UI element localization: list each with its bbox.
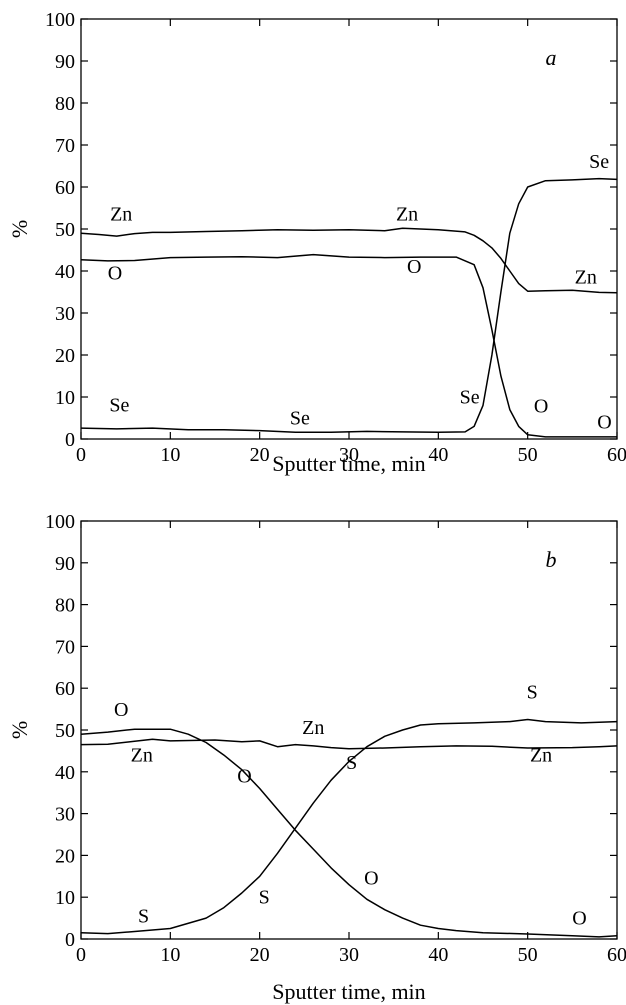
series-line-s [80, 718, 618, 935]
y-tick-label: 60 [55, 678, 75, 700]
y-tick-label: 70 [55, 636, 75, 658]
series-label: O [108, 262, 122, 284]
y-tick-label: 20 [55, 345, 75, 367]
y-tick-label: 30 [55, 804, 75, 826]
x-tick-label: 0 [76, 944, 86, 966]
x-tick-label: 20 [250, 944, 270, 966]
series-label: Zn [110, 204, 132, 226]
series-label: S [346, 752, 357, 774]
series-label: Zn [131, 744, 153, 766]
plot-frame [80, 18, 618, 440]
series-line-zn [80, 738, 618, 750]
y-tick-label: 50 [55, 219, 75, 241]
series-label: Zn [575, 267, 597, 289]
series-label: O [572, 907, 586, 929]
series-label: Se [109, 394, 129, 416]
y-axis-title: % [7, 721, 32, 739]
series-label: O [237, 765, 251, 787]
x-axis-title: Sputter time, min [272, 979, 425, 1004]
y-tick-label: 10 [55, 387, 75, 409]
series-label: Se [290, 407, 310, 429]
y-tick-label: 10 [55, 887, 75, 909]
y-tick-label: 80 [55, 93, 75, 115]
y-tick-label: 80 [55, 595, 75, 617]
series-line-o [80, 728, 618, 938]
series-label: O [407, 256, 421, 278]
series-label: Zn [396, 204, 418, 226]
series-label: O [114, 699, 128, 721]
x-tick-label: 60 [607, 444, 626, 466]
series-line-se [80, 177, 618, 434]
x-tick-label: 10 [160, 944, 180, 966]
series-line-zn [80, 227, 618, 294]
series-line-o [80, 253, 617, 438]
y-tick-label: 100 [45, 9, 75, 31]
x-tick-label: 30 [339, 944, 359, 966]
panel-letter: b [546, 547, 557, 572]
y-tick-label: 0 [65, 429, 75, 451]
chart-panel-b: 0 10 20 30 40 50 60 0 10 20 30 40 50 60 70 80 90 100 Sputt… [7, 511, 626, 1004]
x-tick-label: 20 [250, 444, 270, 466]
series-label: Se [460, 386, 480, 408]
x-axis-title: Sputter time, min [272, 451, 425, 476]
series-label: S [138, 905, 149, 927]
y-tick-label: 40 [55, 261, 75, 283]
series-label: Zn [530, 744, 552, 766]
x-tick-label: 40 [428, 944, 448, 966]
x-tick-label: 50 [518, 444, 538, 466]
series-label: O [597, 412, 611, 434]
x-tick-label: 0 [76, 444, 86, 466]
series-label: S [527, 682, 538, 704]
y-tick-label: 40 [55, 762, 75, 784]
series-label: Zn [302, 717, 324, 739]
x-tick-label: 40 [428, 444, 448, 466]
x-tick-label: 60 [607, 944, 626, 966]
y-tick-label: 0 [65, 929, 75, 951]
y-tick-label: 60 [55, 177, 75, 199]
x-tick-label: 10 [160, 444, 180, 466]
x-tick-label: 50 [518, 944, 538, 966]
y-axis-title: % [7, 220, 32, 238]
y-tick-label: 50 [55, 720, 75, 742]
y-tick-label: 90 [55, 553, 75, 575]
chart-panel-a: 0 10 20 30 40 50 60 0 10 20 30 40 50 60 70 80 90 100 Sputt… [7, 9, 626, 476]
y-tick-label: 20 [55, 845, 75, 867]
y-tick-label: 100 [45, 511, 75, 533]
series-label: S [259, 886, 270, 908]
y-tick-label: 90 [55, 51, 75, 73]
y-tick-label: 30 [55, 303, 75, 325]
series-label: O [364, 868, 378, 890]
plot-frame [80, 520, 618, 940]
series-label: O [534, 396, 548, 418]
y-tick-label: 70 [55, 135, 75, 157]
x-tick-label: 30 [339, 444, 359, 466]
panel-letter: a [546, 45, 557, 70]
series-label: Se [589, 151, 609, 173]
